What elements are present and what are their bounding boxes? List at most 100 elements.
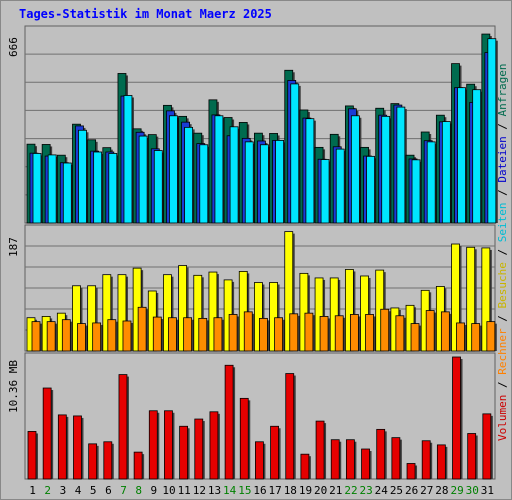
x-tick-label: 5 — [90, 484, 97, 497]
x-tick-label: 19 — [299, 484, 312, 497]
volumen-bar — [467, 433, 477, 480]
rechner-bar — [349, 314, 359, 352]
volumen-bar — [482, 413, 492, 480]
rechner-bar — [198, 317, 208, 352]
volumen-bar — [406, 463, 416, 480]
besuche-bar — [466, 246, 476, 352]
x-tick-label: 29 — [450, 484, 463, 497]
rechner-bar — [334, 315, 344, 352]
volumen-bar — [73, 415, 82, 480]
seiten-bar — [487, 38, 497, 224]
seiten-bar — [214, 115, 224, 224]
rechner-bar — [46, 321, 56, 352]
x-tick-label: 7 — [120, 484, 127, 497]
besuche-bar — [481, 247, 491, 352]
seiten-bar — [305, 118, 315, 224]
volumen-bar — [285, 373, 295, 480]
volumen-bar — [179, 425, 189, 480]
x-tick-label: 10 — [162, 484, 175, 497]
seiten-bar — [350, 115, 360, 224]
x-tick-label: 13 — [208, 484, 221, 497]
volumen-bar — [300, 453, 310, 480]
x-tick-label: 20 — [314, 484, 327, 497]
rechner-bar — [456, 322, 465, 352]
x-tick-label: 15 — [238, 484, 251, 497]
seiten-bar — [153, 150, 163, 224]
besuche-bar — [344, 269, 354, 352]
volumen-bar — [88, 443, 98, 480]
seiten-bar — [138, 135, 148, 224]
volumen-bar — [148, 410, 158, 480]
seiten-bar — [411, 159, 421, 224]
rechner-bar — [213, 317, 223, 352]
rechner-bar — [319, 316, 329, 352]
seiten-bar — [47, 154, 57, 224]
x-tick-label: 11 — [178, 484, 191, 497]
seiten-bar — [441, 121, 451, 224]
besuche-bar — [451, 243, 460, 352]
besuche-bar — [117, 274, 127, 352]
x-tick-label: 30 — [466, 484, 479, 497]
x-tick-label: 21 — [329, 484, 342, 497]
x-tick-label: 3 — [60, 484, 67, 497]
rechner-bar — [228, 314, 238, 352]
besuche-bar — [193, 274, 203, 352]
volumen-bar — [452, 356, 461, 480]
seiten-bar — [275, 140, 284, 224]
x-tick-label: 9 — [151, 484, 158, 497]
seiten-bar — [169, 115, 178, 224]
besuche-bar — [87, 285, 97, 352]
volumen-bar — [376, 428, 386, 480]
volumen-bar — [42, 387, 52, 480]
x-tick-label: 28 — [435, 484, 448, 497]
volumen-bar — [361, 448, 370, 480]
besuche-bar — [208, 271, 218, 352]
besuche-bar — [360, 275, 369, 352]
seiten-bar — [184, 126, 194, 224]
volumen-bar — [270, 425, 279, 480]
rechner-bar — [137, 306, 147, 352]
rechner-bar — [183, 317, 193, 352]
rechner-bar — [243, 311, 253, 352]
rechner-bar — [152, 316, 162, 352]
x-tick-label: 8 — [135, 484, 142, 497]
seiten-bar — [472, 89, 482, 224]
seiten-bar — [457, 87, 466, 224]
volumen-bar — [164, 410, 173, 480]
rechner-bar — [425, 310, 435, 352]
x-tick-label: 27 — [420, 484, 433, 497]
x-tick-label: 6 — [105, 484, 112, 497]
volumen-bar — [421, 440, 431, 480]
rechner-bar — [486, 321, 496, 352]
rechner-bar — [365, 314, 374, 352]
x-tick-label: 17 — [269, 484, 282, 497]
besuche-bar — [72, 285, 81, 352]
rechner-bar — [107, 319, 117, 352]
besuche-bar — [102, 274, 112, 352]
volumen-bar — [224, 364, 234, 480]
seiten-bar — [229, 126, 239, 224]
seiten-bar — [396, 106, 406, 224]
seiten-bar — [32, 153, 42, 224]
seiten-bar — [335, 148, 345, 224]
volumen-bar — [194, 418, 204, 480]
volumen-bar — [239, 397, 249, 480]
volumen-bar — [57, 414, 67, 480]
volumen-bar — [330, 439, 340, 480]
volumen-bar — [133, 451, 143, 480]
rechner-bar — [259, 317, 268, 352]
seiten-bar — [123, 95, 133, 224]
besuche-bar — [254, 282, 263, 352]
volumen-bar — [255, 441, 264, 480]
rechner-bar — [274, 317, 283, 352]
volumen-bar — [391, 437, 401, 480]
rechner-bar — [77, 323, 86, 352]
rechner-bar — [31, 321, 41, 352]
x-tick-label: 22 — [344, 484, 357, 497]
rechner-bar — [168, 317, 177, 352]
rechner-bar — [395, 315, 405, 352]
volumen-bar — [103, 441, 113, 480]
seiten-bar — [62, 162, 72, 224]
